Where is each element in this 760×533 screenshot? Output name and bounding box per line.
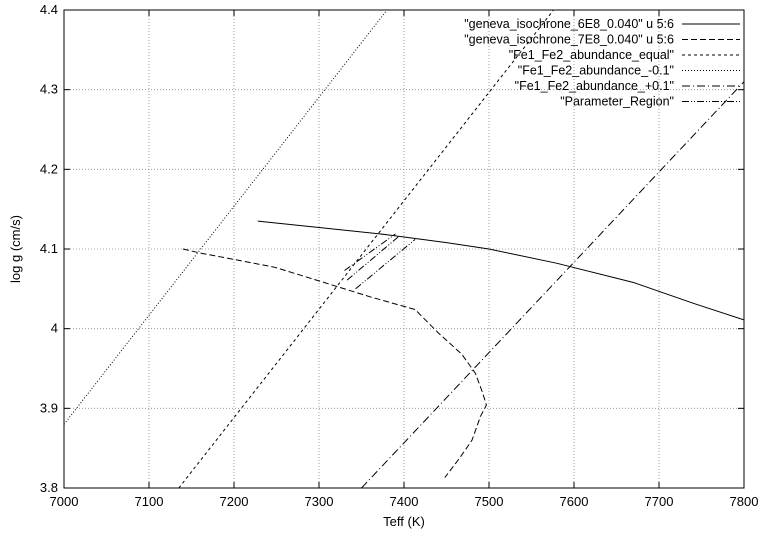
plot-series [64, 10, 744, 488]
legend-label: "geneva_isochrone_7E8_0.040" u 5:6 [464, 33, 674, 47]
y-axis-label: log g (cm/s) [8, 215, 23, 283]
legend-label: "Fe1_Fe2_abundance_equal" [509, 48, 674, 62]
legend: "geneva_isochrone_6E8_0.040" u 5:6 "genev… [464, 17, 740, 109]
x-tick-label: 7500 [475, 494, 504, 509]
y-tick-label: 3.9 [40, 400, 58, 415]
y-tick-label: 4.4 [40, 2, 58, 17]
y-tick-label: 4.1 [40, 241, 58, 256]
series-line [182, 248, 487, 478]
x-tick-label: 7400 [390, 494, 419, 509]
x-tick-label: 7800 [730, 494, 759, 509]
series-line [178, 10, 554, 488]
series-line [355, 239, 416, 290]
y-tick-label: 4.3 [40, 82, 58, 97]
legend-label: "Fe1_Fe2_abundance_-0.1" [518, 64, 674, 78]
y-tick-label: 3.8 [40, 480, 58, 495]
x-tick-label: 7100 [135, 494, 164, 509]
legend-label: "Fe1_Fe2_abundance_+0.1" [515, 79, 674, 93]
series-line [344, 233, 396, 271]
axis-ticks: 7000 7100 7200 7300 7400 7500 7600 7700 7800 3.8 3… [40, 2, 759, 509]
series-line [361, 81, 744, 488]
y-tick-label: 4.2 [40, 161, 58, 176]
legend-label: "geneva_isochrone_6E8_0.040" u 5:6 [464, 17, 674, 31]
x-tick-label: 7300 [305, 494, 334, 509]
x-tick-label: 7600 [560, 494, 589, 509]
series-line [64, 10, 388, 425]
series-line [346, 236, 399, 281]
series-line [257, 220, 744, 321]
x-axis-label: Teff (K) [383, 514, 425, 529]
x-tick-label: 7200 [220, 494, 249, 509]
x-tick-label: 7000 [50, 494, 79, 509]
x-tick-label: 7700 [645, 494, 674, 509]
legend-label: "Parameter_Region" [560, 95, 674, 109]
y-tick-label: 4 [51, 321, 58, 336]
